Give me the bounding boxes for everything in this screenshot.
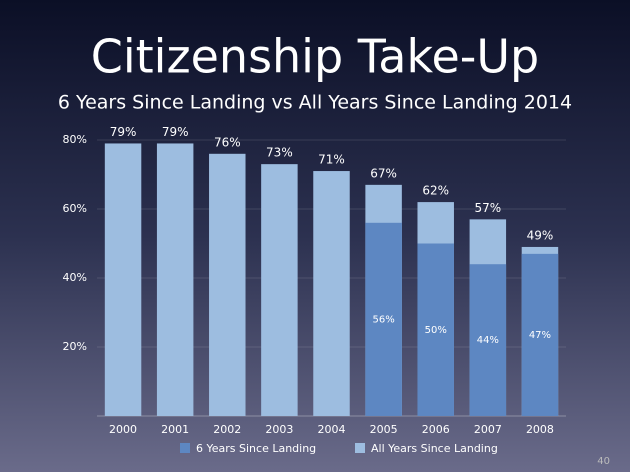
x-tick-label: 2006 <box>422 423 450 436</box>
x-tick-label: 2001 <box>161 423 189 436</box>
bar <box>469 264 507 416</box>
y-tick-label: 40% <box>63 271 87 284</box>
bar <box>261 164 298 416</box>
value-label: 49% <box>527 228 554 242</box>
legend-swatch <box>180 443 190 453</box>
value-label: 79% <box>110 125 137 139</box>
chart-subtitle: 6 Years Since Landing vs All Years Since… <box>58 92 572 114</box>
chart-title: Citizenship Take-Up <box>91 30 539 84</box>
x-tick-label: 2007 <box>474 423 502 436</box>
legend-swatch <box>355 443 365 453</box>
bar <box>313 171 350 416</box>
value-label: 44% <box>477 335 499 346</box>
x-tick-label: 2004 <box>318 423 346 436</box>
y-tick-label: 20% <box>63 340 87 353</box>
bar <box>209 153 246 417</box>
value-label: 76% <box>214 135 241 149</box>
value-label: 71% <box>318 153 345 167</box>
x-tick-label: 2005 <box>370 423 398 436</box>
bar <box>521 253 559 416</box>
bar <box>156 143 194 416</box>
legend-label: 6 Years Since Landing <box>196 442 316 455</box>
bar <box>104 143 142 416</box>
value-label: 57% <box>474 201 501 215</box>
legend-label: All Years Since Landing <box>371 442 498 455</box>
x-tick-label: 2003 <box>265 423 293 436</box>
value-label: 73% <box>266 146 293 160</box>
x-tick-label: 2002 <box>213 423 241 436</box>
y-tick-label: 60% <box>63 202 87 215</box>
value-label: 47% <box>529 330 551 341</box>
slide-number: 40 <box>597 456 610 467</box>
value-label: 56% <box>372 314 394 325</box>
y-tick-label: 80% <box>63 133 87 146</box>
x-tick-label: 2000 <box>109 423 137 436</box>
bar <box>365 222 402 416</box>
value-label: 79% <box>162 125 189 139</box>
value-label: 62% <box>422 184 449 198</box>
value-label: 67% <box>370 166 397 180</box>
x-tick-label: 2008 <box>526 423 554 436</box>
value-label: 50% <box>425 325 447 336</box>
bar <box>417 243 454 416</box>
